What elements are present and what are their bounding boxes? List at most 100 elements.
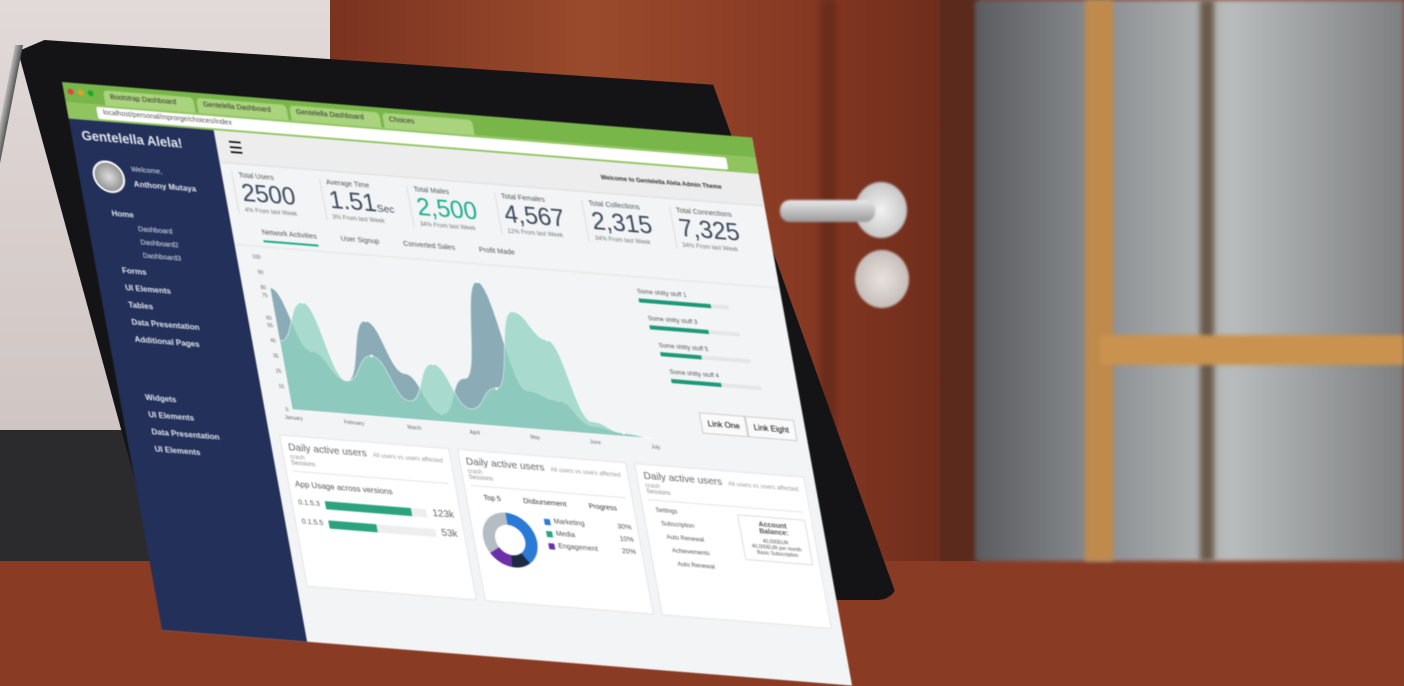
y-tick-label: 25 <box>275 369 282 375</box>
data-point <box>622 431 625 435</box>
col-header: Progress <box>588 503 618 513</box>
stat-number: 4,567 <box>501 200 567 233</box>
y-tick-label: 45 <box>270 338 277 344</box>
col-header: Disbursement <box>522 498 568 509</box>
x-tick-label: July <box>651 444 661 451</box>
window-control-dot[interactable] <box>77 89 85 96</box>
data-point <box>431 362 434 366</box>
stat-card: Total Users 2500 4% From last Week <box>231 171 327 221</box>
y-tick-label: 90 <box>257 270 264 276</box>
progress-item: Some shitty stuff 1 <box>637 289 730 310</box>
usage-bar <box>325 500 428 517</box>
progress-item: Some shitty stuff 3 <box>648 316 741 337</box>
legend-item: Marketing 30% <box>543 518 632 532</box>
stat-number: 2500 <box>239 179 298 211</box>
chart-tab[interactable]: Converted Sales <box>402 240 456 252</box>
stat-card: Total Connections 7,325 34% From last Week <box>668 206 764 256</box>
area-chart: 0 15 25 35 45 55 60 75 80 90 100 January February Mar… <box>252 254 662 451</box>
usage-row: 0.1.5.5 53k <box>301 516 459 540</box>
y-tick-label: 75 <box>262 293 269 299</box>
chart-area: 0 15 25 35 45 55 60 75 80 90 100 January February Mar… <box>235 245 813 472</box>
y-tick-label: 80 <box>260 285 267 291</box>
data-point <box>475 280 479 284</box>
blurred-room <box>975 0 1404 561</box>
stat-unit: Sec <box>376 203 396 216</box>
legend-item: Engagement 20% <box>547 542 637 557</box>
donut-chart <box>482 512 538 568</box>
data-point <box>545 338 549 342</box>
data-point <box>370 354 373 358</box>
legend-swatch <box>547 542 555 550</box>
legend-pct: 30% <box>616 523 633 532</box>
main-content: ☰ Welcome to Gentelella Alela Admin Them… <box>213 130 852 685</box>
x-tick-label: January <box>285 415 304 422</box>
chart-tab[interactable]: Network Activities <box>261 229 319 247</box>
chart-tab[interactable]: User Signup <box>340 235 380 246</box>
link-one-button[interactable]: Link One <box>698 412 749 438</box>
link-buttons: Link One Link Eight <box>698 412 798 442</box>
area-series-1 <box>279 302 655 439</box>
progress-fill <box>660 352 702 360</box>
x-tick-label: April <box>469 430 480 437</box>
y-tick-label: 60 <box>266 315 273 321</box>
col-header: Top 5 <box>483 494 502 504</box>
x-tick-label: June <box>590 440 602 447</box>
usage-fill <box>328 519 378 532</box>
post <box>1200 0 1214 561</box>
hamburger-icon[interactable]: ☰ <box>227 139 245 158</box>
chart-tab[interactable]: Profit Made <box>478 246 516 257</box>
stat-number: 1.51 <box>326 186 379 218</box>
data-point <box>495 387 498 390</box>
laptop-screen: Bootstrap Dashboard Gentelella Dashboard… <box>62 82 853 686</box>
donut-slice <box>482 512 508 553</box>
legend-label: Engagement <box>557 542 599 554</box>
balance-title: Account Balance: <box>758 520 790 538</box>
panel-app-usage: Daily active users All users vs users aff… <box>279 434 477 601</box>
window-control-dot[interactable] <box>87 90 95 97</box>
avatar <box>89 159 128 195</box>
legend-label: Marketing <box>553 518 586 529</box>
donut-slice <box>504 512 538 564</box>
stat-card: Average Time 1.51Sec 3% From last Week <box>318 178 414 228</box>
link-eight-button[interactable]: Link Eight <box>744 415 798 442</box>
window-control-dot[interactable] <box>67 88 75 95</box>
data-point <box>301 301 304 304</box>
panel-settings: Daily active users All users vs users aff… <box>634 463 832 629</box>
y-tick-label: 15 <box>278 384 285 390</box>
progress-fill <box>649 325 709 335</box>
legend-swatch <box>545 530 553 537</box>
usage-value: 53k <box>440 527 459 540</box>
legend-item: Media 10% <box>545 530 634 544</box>
stat-card: Total Females 4,567 12% From last Week <box>493 192 589 242</box>
user-name: Anthony Mutaya <box>132 179 197 194</box>
door-lock <box>855 250 909 308</box>
welcome-text: Welcome, <box>130 166 163 176</box>
usage-fill <box>325 500 413 516</box>
progress-fill <box>670 378 722 388</box>
panel-top5: Daily active users All users vs users aff… <box>456 448 655 615</box>
door-frame <box>940 0 980 561</box>
y-tick-label: 35 <box>273 354 280 360</box>
progress-item: Some shitty stuff 5 <box>658 343 751 364</box>
usage-value: 123k <box>431 507 456 521</box>
welcome-banner: Welcome to Gentelella Alela Admin Theme <box>600 175 723 192</box>
progress-item: Some shitty stuff 4 <box>669 370 762 391</box>
legend-label: Media <box>555 530 576 540</box>
y-tick-label: 100 <box>252 254 262 261</box>
legend-pct: 10% <box>619 535 635 545</box>
door-handle <box>780 200 875 222</box>
x-tick-label: March <box>407 425 422 432</box>
stat-number: 2,500 <box>414 193 480 226</box>
version-label: 0.1.5.5 <box>301 518 325 528</box>
legend-swatch <box>543 518 551 525</box>
stat-card: Total Collections 2,315 34% From last Week <box>581 199 677 249</box>
usage-bar <box>328 519 437 537</box>
version-label: 0.1.5.3 <box>297 498 321 508</box>
legend-pct: 20% <box>621 548 637 557</box>
window-controls[interactable] <box>67 88 95 97</box>
account-balance: Account Balance: 40,000EUR 40,000EUR per… <box>737 514 814 566</box>
stat-number: 2,315 <box>589 207 655 240</box>
stat-number: 7,325 <box>676 214 742 247</box>
stat-card: Total Males 2,500 34% From last Week <box>406 185 502 235</box>
y-tick-label: 55 <box>267 323 274 329</box>
